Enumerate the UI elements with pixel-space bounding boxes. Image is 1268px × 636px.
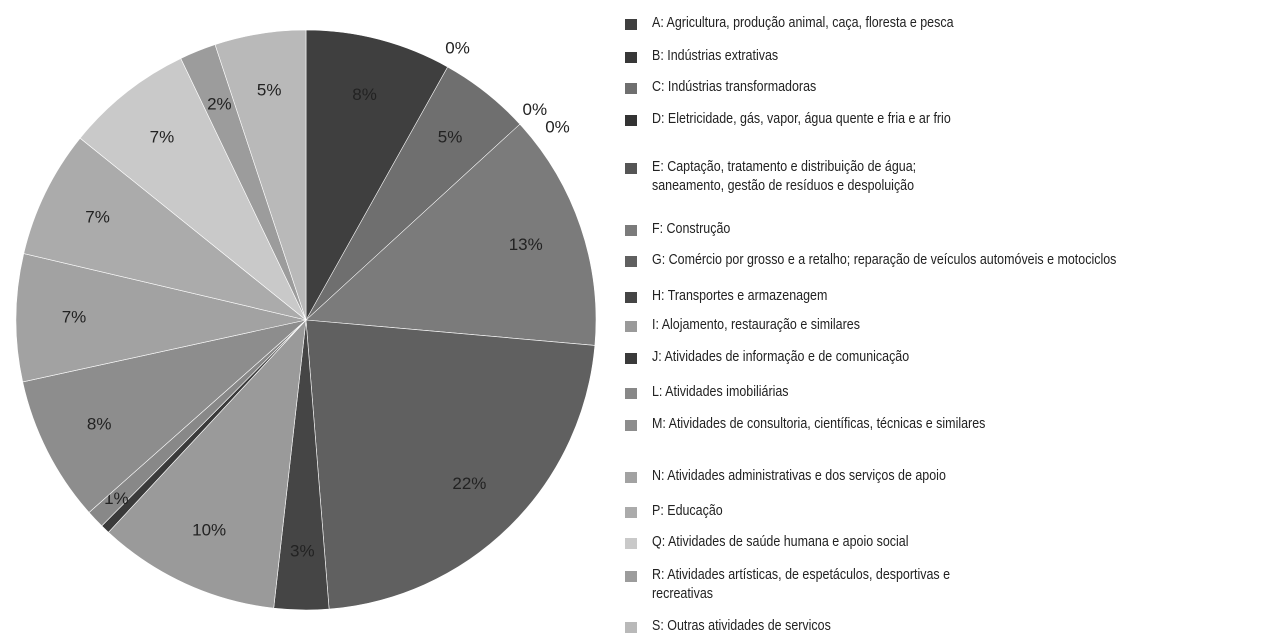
data-label: 8%	[352, 85, 377, 104]
legend-swatch	[625, 225, 637, 236]
legend-label: H: Transportes e armazenagem	[652, 288, 828, 304]
legend-label: B: Indústrias extrativas	[652, 48, 779, 64]
legend-label: L: Atividades imobiliárias	[652, 384, 789, 400]
legend-label: S: Outras atividades de servicos	[652, 618, 831, 634]
pie-slice	[15, 253, 307, 383]
legend-swatch	[625, 472, 637, 483]
legend-label: J: Atividades de informação e de comunic…	[652, 349, 910, 365]
data-label: 2%	[207, 94, 232, 113]
legend-swatch	[625, 571, 637, 582]
legend-swatch	[625, 52, 637, 63]
legend-swatch	[625, 622, 637, 633]
legend-label: D: Eletricidade, gás, vapor, água quente…	[652, 111, 951, 127]
data-label: 5%	[438, 128, 463, 147]
pie-slice	[22, 319, 308, 513]
legend-swatch	[625, 321, 637, 332]
data-label: 10%	[192, 520, 226, 539]
legend-swatch	[625, 256, 637, 267]
data-label: 7%	[85, 208, 110, 227]
chart: 8%0%5%0%0%13%22%3%10%1%8%7%7%7%2%5%	[15, 29, 597, 611]
pie-slice	[79, 58, 307, 321]
legend-swatch	[625, 83, 637, 94]
legend-swatch	[625, 19, 637, 30]
pie-slice	[305, 29, 449, 322]
pie-slice	[305, 319, 596, 610]
legend-label: C: Indústrias transformadoras	[652, 79, 817, 95]
legend-swatch	[625, 420, 637, 431]
data-label: 0%	[445, 39, 470, 58]
legend-label: P: Educação	[652, 503, 723, 519]
legend-swatch	[625, 115, 637, 126]
legend-label: A: Agricultura, produção animal, caça, f…	[652, 15, 954, 31]
legend-label: I: Alojamento, restauração e similares	[652, 317, 860, 333]
pie-slice	[305, 123, 597, 346]
legend-swatch	[625, 538, 637, 549]
legend-label: N: Atividades administrativas e dos serv…	[652, 468, 946, 484]
legend-swatch	[625, 292, 637, 303]
legend-label: E: Captação, tratamento e distribuição d…	[652, 159, 917, 194]
legend-label: M: Atividades de consultoria, científica…	[652, 416, 986, 432]
legend-label: G: Comércio por grosso e a retalho; repa…	[652, 252, 1117, 268]
data-label: 5%	[257, 80, 282, 99]
data-label: 7%	[62, 308, 87, 327]
data-label: 0%	[545, 118, 570, 137]
pie-slice	[214, 29, 307, 321]
pie-slice	[108, 319, 307, 609]
legend-label: F: Construção	[652, 221, 731, 237]
legend-swatch	[625, 353, 637, 364]
pie-slice	[23, 137, 307, 321]
data-label: 7%	[150, 128, 175, 147]
data-label: 13%	[509, 235, 543, 254]
legend-swatch	[625, 163, 637, 174]
legend-label: R: Atividades artísticas, de espetáculos…	[652, 567, 951, 602]
data-label: 0%	[523, 100, 548, 119]
legend-swatch	[625, 388, 637, 399]
legend-label: Q: Atividades de saúde humana e apoio so…	[652, 534, 909, 550]
data-label: 22%	[452, 474, 486, 493]
legend-swatch	[625, 507, 637, 518]
data-label: 3%	[290, 541, 315, 560]
data-label: 8%	[87, 415, 112, 434]
